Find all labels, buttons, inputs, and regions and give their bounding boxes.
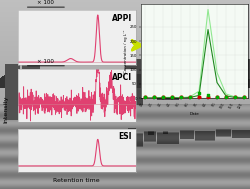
Point: [178, 96, 182, 99]
Text: APCI: APCI: [112, 73, 132, 82]
Point: [152, 96, 156, 99]
Point: [142, 96, 146, 99]
Point: [169, 95, 173, 98]
Point: [169, 96, 173, 99]
Point: [241, 96, 245, 99]
Point: [152, 95, 156, 98]
Point: [223, 96, 227, 99]
Point: [178, 96, 182, 99]
Text: × 100: × 100: [37, 0, 54, 5]
Point: [196, 95, 200, 98]
Point: [205, 93, 209, 96]
Point: [187, 96, 191, 99]
Text: ESI: ESI: [118, 132, 132, 141]
Point: [160, 96, 164, 99]
X-axis label: Date: Date: [189, 112, 198, 116]
Point: [241, 96, 245, 99]
Point: [160, 96, 164, 99]
Point: [196, 92, 200, 95]
Point: [142, 96, 146, 99]
Text: × 100: × 100: [37, 59, 54, 64]
Text: Retention time: Retention time: [53, 178, 100, 183]
Text: APPI: APPI: [111, 14, 132, 23]
Point: [214, 95, 218, 98]
Point: [205, 95, 209, 98]
Point: [232, 96, 236, 99]
Text: Intensity: Intensity: [4, 96, 9, 123]
Point: [232, 95, 236, 98]
Point: [214, 95, 218, 98]
Point: [187, 95, 191, 98]
Point: [223, 96, 227, 99]
Y-axis label: Concentration / ng L⁻¹: Concentration / ng L⁻¹: [124, 29, 128, 73]
